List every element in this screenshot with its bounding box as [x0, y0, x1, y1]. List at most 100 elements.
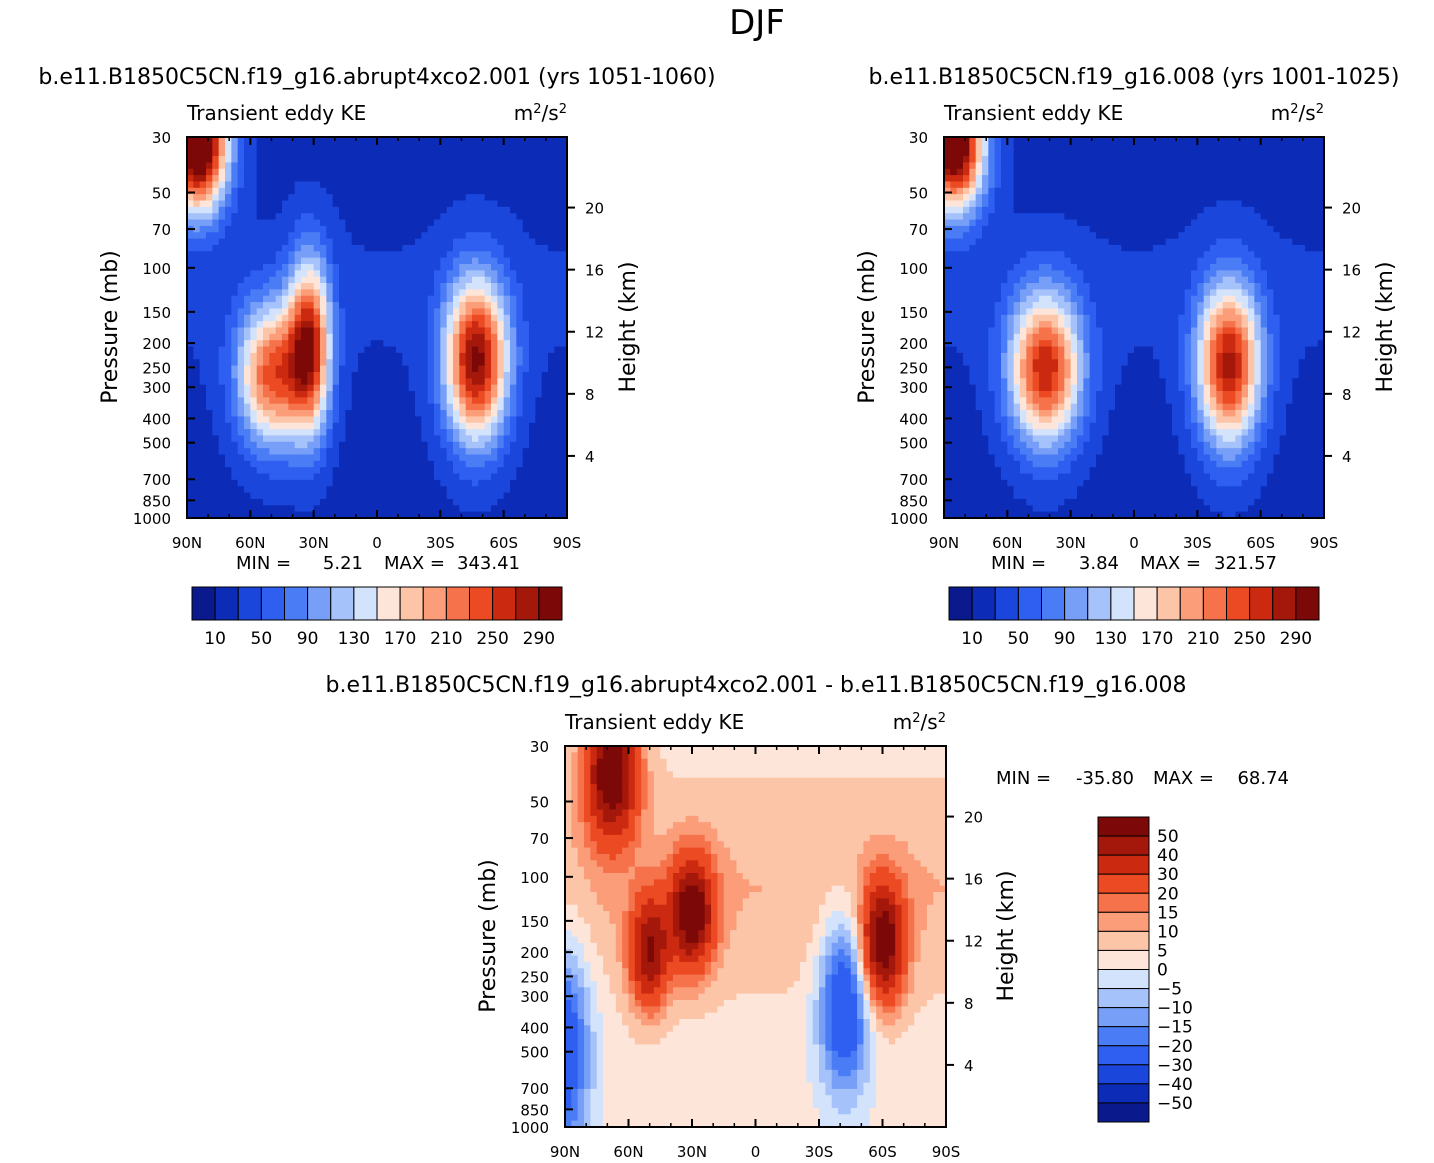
contour-cell	[535, 302, 543, 310]
contour-cell	[358, 143, 365, 151]
contour-cell	[263, 321, 270, 329]
contour-cell	[231, 448, 239, 456]
contour-cell	[307, 435, 315, 443]
contour-cell	[364, 276, 372, 284]
contour-cell	[396, 181, 403, 189]
contour-cell	[263, 460, 270, 468]
contour-cell	[218, 257, 226, 265]
contour-cell	[1260, 225, 1268, 233]
contour-cell	[472, 257, 479, 265]
contour-cell	[326, 410, 334, 417]
contour-cell	[1127, 213, 1135, 221]
contour-cell	[503, 232, 511, 240]
contour-cell	[364, 403, 372, 411]
contour-cell	[294, 187, 302, 195]
contour-cell	[459, 244, 467, 252]
contour-cell	[548, 143, 555, 151]
contour-cell	[1273, 264, 1281, 271]
contour-cell	[377, 410, 384, 417]
contour-cell	[541, 143, 549, 151]
contour-cell	[332, 219, 340, 227]
contour-cell	[421, 371, 429, 379]
contour-cell	[377, 149, 384, 157]
contour-cell	[446, 200, 454, 208]
contour-cell	[1001, 206, 1008, 214]
contour-cell	[516, 283, 524, 290]
contour-cell	[332, 492, 340, 500]
contour-cell	[244, 143, 251, 151]
contour-cell	[516, 213, 524, 221]
contour-cell	[288, 429, 296, 437]
contour-cell	[1026, 238, 1034, 246]
contour-cell	[212, 264, 220, 271]
contour-cell	[560, 219, 568, 227]
contour-cell	[1229, 244, 1236, 252]
contour-cell	[1146, 181, 1154, 189]
contour-cell	[332, 156, 340, 163]
contour-cell	[396, 486, 403, 494]
contour-cell	[459, 422, 467, 430]
contour-cell	[453, 168, 460, 176]
contour-cell	[358, 498, 365, 506]
contour-cell	[231, 162, 239, 170]
contour-cell	[427, 340, 435, 348]
contour-cell	[1273, 143, 1281, 151]
contour-cell	[484, 213, 492, 221]
contour-cell	[516, 225, 524, 233]
contour-cell	[1013, 257, 1021, 265]
contour-cell	[434, 346, 441, 354]
contour-cell	[199, 321, 207, 329]
colorbar-swatch	[376, 586, 401, 621]
contour-cell	[1089, 200, 1097, 208]
contour-cell	[1026, 168, 1034, 176]
contour-cell	[1229, 206, 1236, 214]
contour-cell	[313, 225, 321, 233]
contour-cell	[212, 162, 220, 170]
contour-cell	[256, 365, 264, 373]
contour-cell	[345, 384, 353, 392]
contour-cell	[1064, 206, 1072, 214]
contour-cell	[510, 391, 517, 398]
contour-cell	[383, 333, 391, 341]
contour-cell	[465, 479, 473, 487]
contour-cell	[1197, 213, 1205, 221]
contour-cell	[522, 467, 530, 475]
contour-cell	[244, 422, 251, 430]
contour-cell	[1140, 225, 1148, 233]
contour-cell	[364, 467, 372, 475]
contour-cell	[427, 162, 435, 170]
contour-cell	[396, 264, 403, 271]
contour-cell	[453, 225, 460, 233]
contour-cell	[326, 365, 334, 373]
contour-cell	[548, 200, 555, 208]
contour-cell	[1178, 219, 1186, 227]
contour-cell	[326, 340, 334, 348]
contour-cell	[301, 232, 308, 240]
contour-cell	[244, 264, 251, 271]
contour-cell	[1115, 187, 1122, 195]
contour-cell	[535, 327, 543, 335]
contour-cell	[345, 371, 353, 379]
contour-cell	[478, 416, 486, 424]
contour-cell	[497, 435, 505, 443]
contour-cell	[1039, 200, 1046, 208]
contour-cell	[440, 511, 448, 519]
contour-cell	[199, 162, 207, 170]
contour-cell	[484, 460, 492, 468]
contour-cell	[1089, 168, 1097, 176]
contour-cell	[351, 264, 359, 271]
contour-cell	[484, 391, 492, 398]
contour-cell	[472, 149, 479, 157]
contour-cell	[497, 308, 505, 316]
contour-cell	[187, 175, 194, 183]
contour-cell	[364, 422, 372, 430]
contour-cell	[358, 391, 365, 398]
contour-cell	[1001, 162, 1008, 170]
contour-cell	[1286, 137, 1293, 144]
contour-cell	[472, 232, 479, 240]
contour-cell	[408, 479, 416, 487]
contour-cell	[548, 416, 555, 424]
contour-cell	[396, 149, 403, 157]
contour-cell	[1222, 187, 1230, 195]
colorbar-swatch	[445, 586, 470, 621]
